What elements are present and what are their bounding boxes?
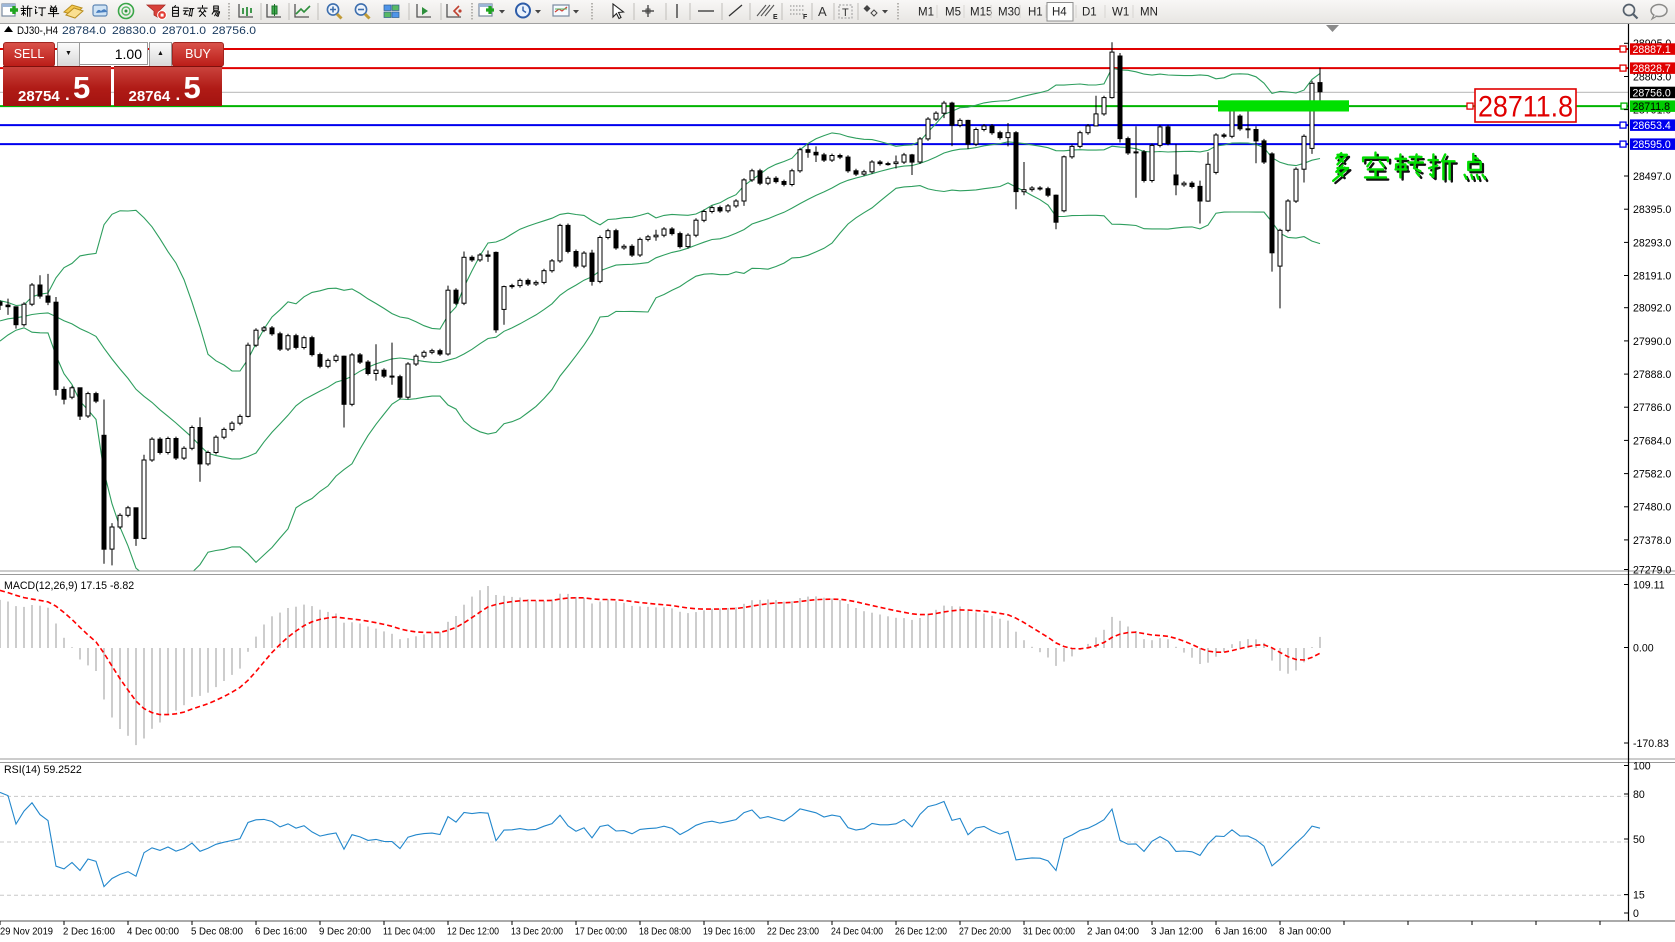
svg-text:28497.0: 28497.0 — [1633, 171, 1671, 183]
svg-text:W1: W1 — [1112, 7, 1129, 19]
svg-text:27378.0: 27378.0 — [1633, 535, 1671, 547]
svg-text:F: F — [803, 14, 808, 21]
svg-text:2 Dec 16:00: 2 Dec 16:00 — [63, 926, 115, 938]
svg-text:28711.8: 28711.8 — [1478, 91, 1573, 124]
svg-text:27 Dec 20:00: 27 Dec 20:00 — [959, 926, 1011, 938]
svg-text:M30: M30 — [998, 7, 1020, 19]
svg-text:2 Jan 04:00: 2 Jan 04:00 — [1087, 926, 1139, 938]
svg-text:0.00: 0.00 — [1633, 643, 1654, 655]
svg-text:28395.0: 28395.0 — [1633, 204, 1671, 216]
svg-text:100: 100 — [1633, 761, 1651, 773]
svg-text:22 Dec 23:00: 22 Dec 23:00 — [767, 926, 819, 938]
svg-text:28595.0: 28595.0 — [1633, 139, 1671, 151]
svg-text:29 Nov 2019: 29 Nov 2019 — [0, 926, 53, 938]
svg-text:28092.0: 28092.0 — [1633, 303, 1671, 315]
svg-text:D1: D1 — [1082, 7, 1097, 19]
svg-text:A: A — [818, 4, 827, 19]
svg-text:11 Dec 04:00: 11 Dec 04:00 — [383, 926, 435, 938]
svg-text:28887.1: 28887.1 — [1633, 44, 1671, 56]
svg-text:28293.0: 28293.0 — [1633, 237, 1671, 249]
svg-text:T: T — [842, 7, 849, 19]
svg-text:28756.0: 28756.0 — [212, 25, 256, 37]
svg-text:M15: M15 — [970, 7, 992, 19]
svg-text:4 Dec 00:00: 4 Dec 00:00 — [127, 926, 179, 938]
svg-text:13 Dec 20:00: 13 Dec 20:00 — [511, 926, 563, 938]
svg-text:24 Dec 04:00: 24 Dec 04:00 — [831, 926, 883, 938]
svg-text:RSI(14) 59.2522: RSI(14) 59.2522 — [4, 764, 82, 776]
svg-text:109.11: 109.11 — [1633, 580, 1665, 592]
svg-text:9 Dec 20:00: 9 Dec 20:00 — [319, 926, 371, 938]
svg-text:28653.4: 28653.4 — [1633, 120, 1671, 132]
svg-text:3 Jan 12:00: 3 Jan 12:00 — [1151, 926, 1203, 938]
svg-text:28830.0: 28830.0 — [112, 25, 156, 37]
svg-text:50: 50 — [1633, 834, 1645, 846]
svg-text:28803.0: 28803.0 — [1633, 71, 1671, 83]
svg-text:H1: H1 — [1028, 7, 1043, 19]
svg-text:28828.7: 28828.7 — [1633, 63, 1671, 75]
svg-text:6 Jan 16:00: 6 Jan 16:00 — [1215, 926, 1267, 938]
svg-text:28701.0: 28701.0 — [162, 25, 206, 37]
svg-text:28784.0: 28784.0 — [62, 25, 106, 37]
svg-text:M1: M1 — [918, 7, 934, 19]
svg-text:12 Dec 12:00: 12 Dec 12:00 — [447, 926, 499, 938]
svg-text:27990.0: 27990.0 — [1633, 336, 1671, 348]
svg-text:19 Dec 16:00: 19 Dec 16:00 — [703, 926, 755, 938]
svg-text:27888.0: 27888.0 — [1633, 369, 1671, 381]
svg-text:M5: M5 — [945, 7, 961, 19]
svg-text:MACD(12,26,9) 17.15 -8.82: MACD(12,26,9) 17.15 -8.82 — [4, 580, 134, 592]
svg-text:27786.0: 27786.0 — [1633, 402, 1671, 414]
svg-text:27684.0: 27684.0 — [1633, 435, 1671, 447]
svg-text:-170.83: -170.83 — [1633, 738, 1669, 750]
svg-text:H4: H4 — [1052, 7, 1067, 19]
svg-text:27279.0: 27279.0 — [1633, 564, 1671, 576]
svg-text:28191.0: 28191.0 — [1633, 270, 1671, 282]
svg-text:0: 0 — [1633, 908, 1639, 920]
svg-text:27480.0: 27480.0 — [1633, 502, 1671, 514]
svg-text:E: E — [773, 14, 778, 21]
svg-text:DJ30-,H4: DJ30-,H4 — [17, 25, 58, 37]
svg-text:8 Jan 00:00: 8 Jan 00:00 — [1279, 926, 1331, 938]
svg-text:15: 15 — [1633, 890, 1645, 902]
svg-text:5 Dec 08:00: 5 Dec 08:00 — [191, 926, 243, 938]
svg-text:28711.8: 28711.8 — [1633, 101, 1671, 113]
svg-text:6 Dec 16:00: 6 Dec 16:00 — [255, 926, 307, 938]
svg-text:MN: MN — [1140, 7, 1158, 19]
svg-text:18 Dec 08:00: 18 Dec 08:00 — [639, 926, 691, 938]
svg-text:28756.0: 28756.0 — [1633, 87, 1671, 99]
svg-text:26 Dec 12:00: 26 Dec 12:00 — [895, 926, 947, 938]
svg-text:31 Dec 00:00: 31 Dec 00:00 — [1023, 926, 1075, 938]
svg-text:27582.0: 27582.0 — [1633, 469, 1671, 481]
svg-text:17 Dec 00:00: 17 Dec 00:00 — [575, 926, 627, 938]
svg-text:80: 80 — [1633, 789, 1645, 801]
